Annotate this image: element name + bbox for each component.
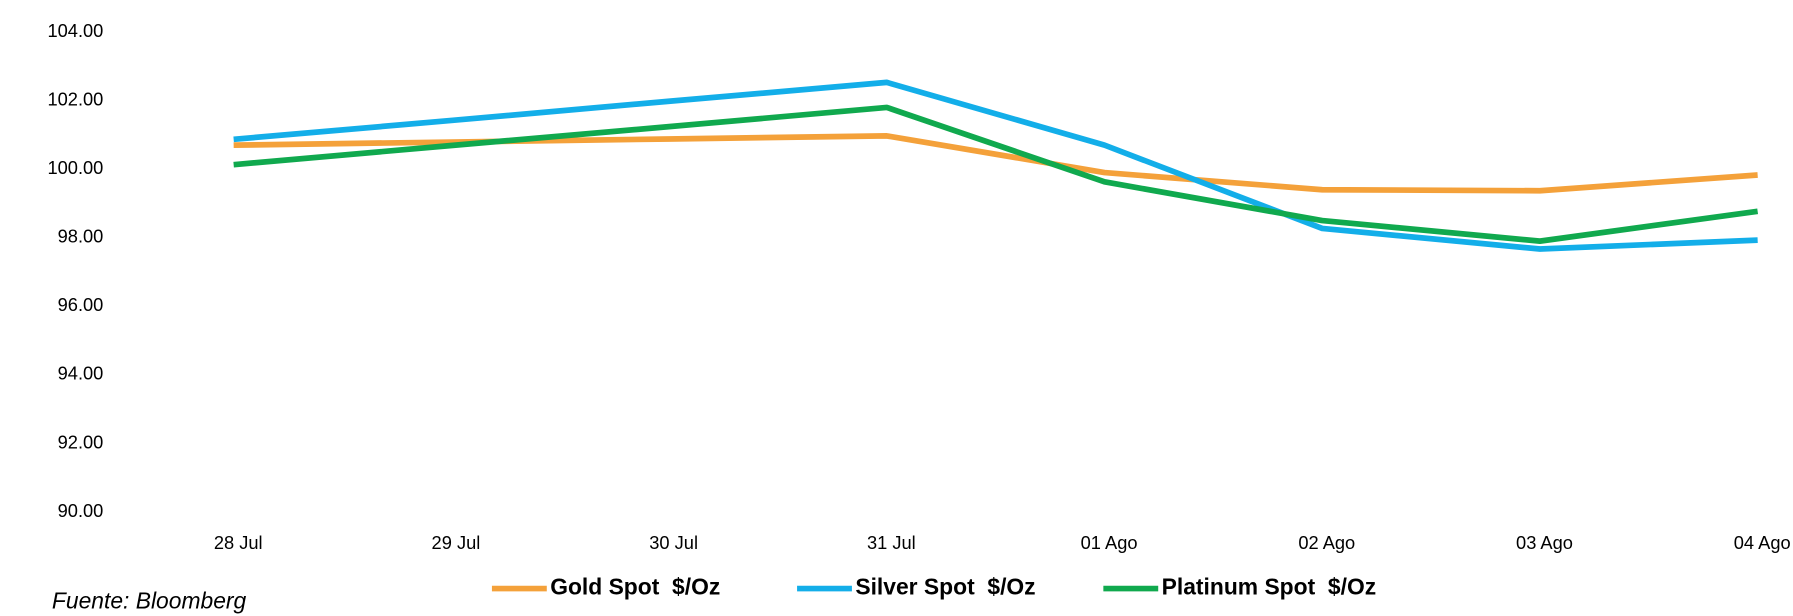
y-tick-label: 104.00 — [47, 20, 103, 41]
y-tick-label: 102.00 — [47, 88, 103, 109]
source-note: Fuente: Bloomberg — [52, 587, 247, 613]
y-tick-label: 94.00 — [58, 363, 104, 384]
y-tick-label: 92.00 — [58, 431, 104, 452]
legend-text: Gold Spot $/Oz — [550, 574, 720, 600]
x-tick-label: 30 Jul — [649, 532, 698, 553]
x-tick-label: 31 Jul — [867, 532, 916, 553]
y-tick-label: 90.00 — [58, 500, 104, 521]
x-tick-label: 04 Ago — [1734, 532, 1791, 553]
y-tick-label: 96.00 — [58, 294, 104, 315]
series-line — [233, 79, 1758, 252]
x-tick-label: 29 Jul — [432, 532, 481, 553]
y-tick-label: 100.00 — [47, 157, 103, 178]
x-tick-label: 02 Ago — [1298, 532, 1355, 553]
x-tick-label: 03 Ago — [1516, 532, 1573, 553]
legend-text: Silver Spot $/Oz — [855, 574, 1035, 600]
x-tick-label: 01 Ago — [1081, 532, 1138, 553]
legend-text: Platinum Spot $/Oz — [1162, 574, 1377, 600]
y-tick-label: 98.00 — [58, 226, 104, 247]
series-line — [233, 104, 1759, 244]
x-tick-label: 28 Jul — [214, 532, 263, 553]
